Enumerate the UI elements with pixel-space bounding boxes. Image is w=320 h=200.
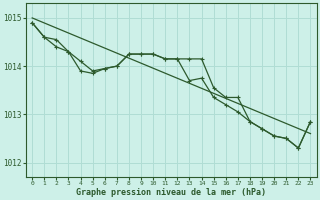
X-axis label: Graphe pression niveau de la mer (hPa): Graphe pression niveau de la mer (hPa)	[76, 188, 266, 197]
